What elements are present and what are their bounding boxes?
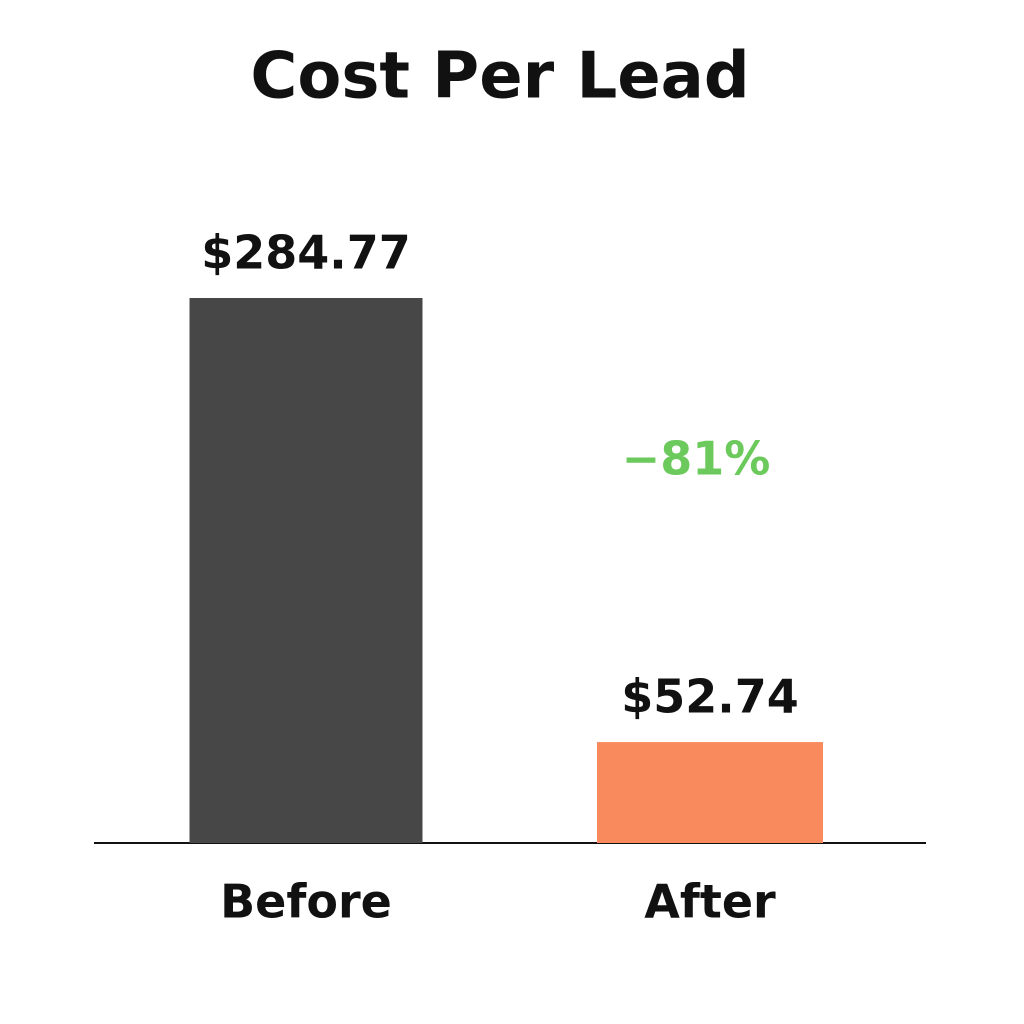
x-tick-label: After: [644, 875, 776, 929]
x-tick-label: Before: [220, 875, 392, 929]
chart-title: Cost Per Lead: [250, 40, 749, 114]
annotation: −81%: [622, 432, 771, 486]
bar: [597, 742, 823, 843]
value-label: $52.74: [621, 670, 799, 724]
value-label: $284.77: [201, 226, 411, 280]
bar: [189, 298, 423, 843]
